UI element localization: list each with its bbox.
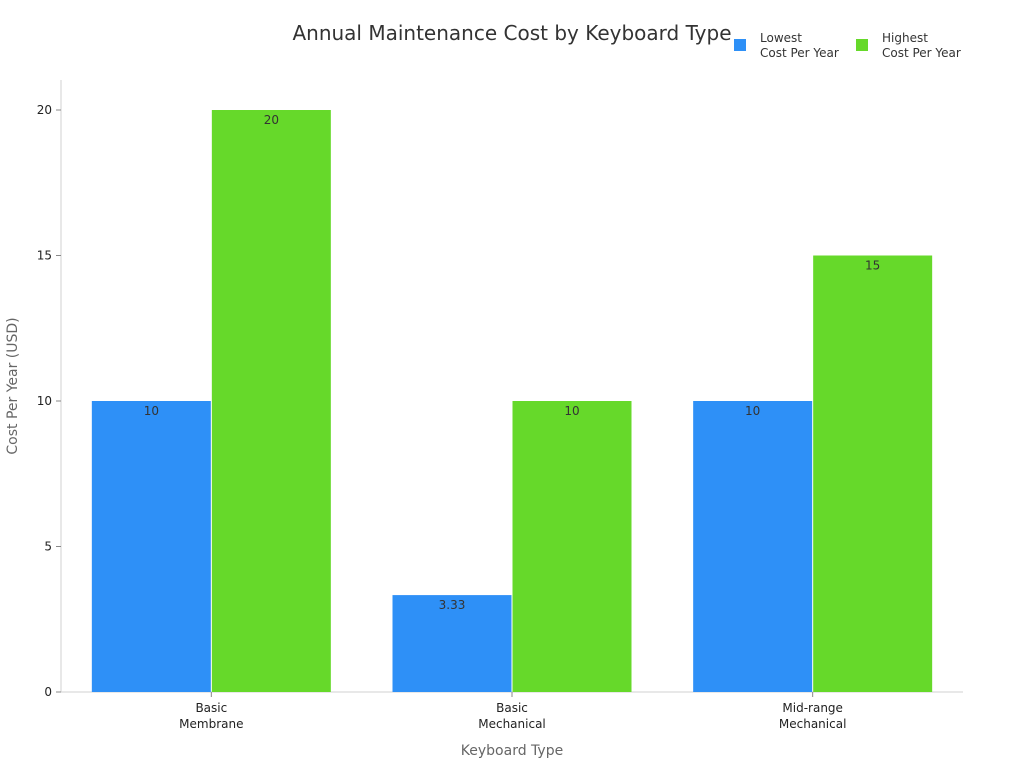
data-labels-group: 10 20 3.33 10 10 15 (144, 113, 881, 612)
bar-highest-2 (813, 255, 933, 692)
legend-swatch (856, 39, 868, 51)
legend-label-line: Cost Per Year (882, 46, 961, 60)
bars-group (91, 110, 933, 692)
x-tick-labels: Basic Membrane Basic Mechanical Mid-range Mec… (179, 692, 846, 731)
bar-lowest-0 (91, 401, 211, 692)
legend-label-line: Cost Per Year (760, 46, 839, 60)
legend-label: Highest Cost Per Year (882, 31, 961, 60)
x-tick-label: Mid-range Mechanical (779, 701, 847, 731)
x-tick-label-line: Basic (496, 701, 528, 715)
data-label: 10 (745, 404, 760, 418)
legend-swatch (734, 39, 746, 51)
bar-lowest-2 (693, 401, 813, 692)
x-tick-label-line: Basic (195, 701, 227, 715)
legend-label-line: Lowest (760, 31, 802, 45)
chart-title: Annual Maintenance Cost by Keyboard Type (292, 21, 731, 45)
legend-item-highest[interactable]: Highest Cost Per Year (856, 31, 961, 60)
x-tick-label-line: Mid-range (782, 701, 843, 715)
y-tick-label: 10 (37, 394, 52, 408)
y-tick-label: 20 (37, 103, 52, 117)
x-tick-label: Basic Membrane (179, 701, 243, 731)
data-label: 3.33 (439, 598, 466, 612)
bar-highest-1 (512, 401, 632, 692)
bar-lowest-1 (392, 595, 512, 692)
x-tick-label: Basic Mechanical (478, 701, 546, 731)
y-tick-label: 5 (44, 540, 52, 554)
data-label: 15 (865, 259, 880, 273)
legend-label-line: Highest (882, 31, 928, 45)
data-label: 20 (264, 113, 279, 127)
y-axis-label: Cost Per Year (USD) (5, 317, 21, 454)
y-tick-label: 0 (44, 685, 52, 699)
legend-label: Lowest Cost Per Year (760, 31, 839, 60)
legend-item-lowest[interactable]: Lowest Cost Per Year (734, 31, 839, 60)
data-label: 10 (144, 404, 159, 418)
data-label: 10 (564, 404, 579, 418)
bar-highest-0 (211, 110, 331, 692)
x-tick-label-line: Mechanical (478, 717, 546, 731)
y-tick-labels: 0 5 10 15 20 (37, 103, 61, 699)
x-axis-label: Keyboard Type (461, 743, 563, 759)
y-tick-label: 15 (37, 249, 52, 263)
x-tick-label-line: Membrane (179, 717, 243, 731)
x-tick-label-line: Mechanical (779, 717, 847, 731)
